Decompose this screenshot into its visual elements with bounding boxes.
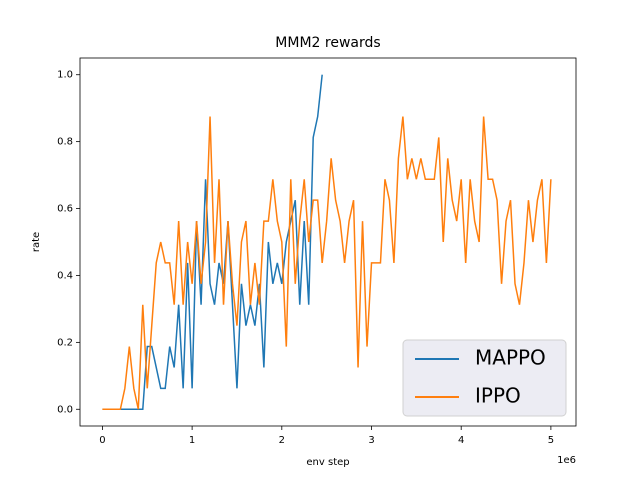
y-tick-label: 0.0 <box>57 404 73 415</box>
y-tick-label: 0.4 <box>57 270 73 281</box>
plot-frame <box>79 57 577 427</box>
y-tick-label: 0.2 <box>57 337 73 348</box>
y-tick-label: 0.6 <box>57 204 73 215</box>
y-tick-label: 1.0 <box>57 70 73 81</box>
x-tick-label: 1 <box>189 435 195 446</box>
chart-title: MMM2 rewards <box>275 35 380 51</box>
y-tick-label: 0.8 <box>57 137 73 148</box>
x-axis-label: env step <box>306 457 349 468</box>
y-axis-label: rate <box>31 232 42 252</box>
x-tick-label: 4 <box>458 435 464 446</box>
x-tick-label: 5 <box>548 435 554 446</box>
legend-label: MAPPO <box>475 346 546 370</box>
x-tick-label: 0 <box>99 435 105 446</box>
series-line <box>102 116 552 411</box>
x-tick-label: 3 <box>368 435 374 446</box>
x-offset-label: 1e6 <box>557 455 576 466</box>
x-tick-label: 2 <box>279 435 285 446</box>
legend-label: IPPO <box>475 384 521 408</box>
